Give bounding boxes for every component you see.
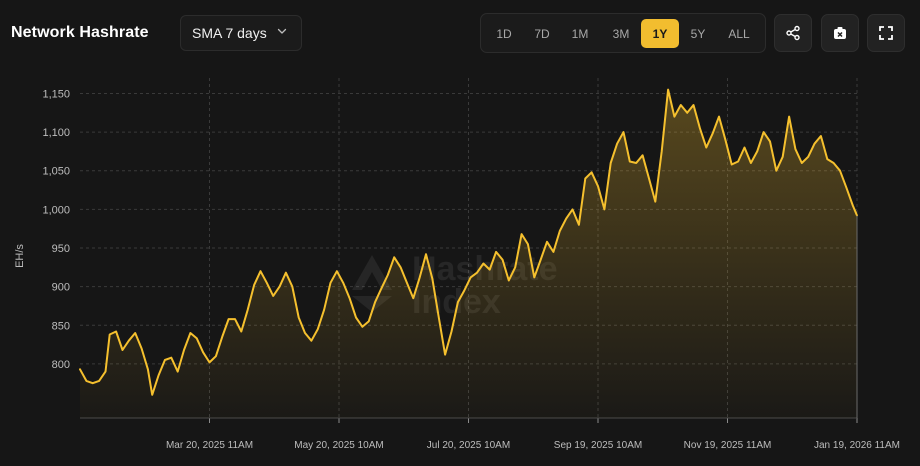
header: Network Hashrate SMA 7 days 1D 7D 1M 3M … <box>0 0 920 66</box>
y-tick-label: 1,100 <box>42 127 70 139</box>
y-tick-label: 800 <box>52 359 70 371</box>
x-tick-label: Nov 19, 2025 11AM <box>684 440 772 451</box>
screenshot-button[interactable] <box>821 14 859 52</box>
share-button[interactable] <box>774 14 812 52</box>
series-area <box>80 89 857 418</box>
range-1d[interactable]: 1D <box>496 26 512 41</box>
x-tick-label: Sep 19, 2025 10AM <box>554 440 642 451</box>
sma-select-value: SMA 7 days <box>192 25 267 41</box>
y-tick-label: 850 <box>52 320 70 332</box>
range-7d[interactable]: 7D <box>534 26 550 41</box>
series-line <box>79 88 858 396</box>
page-title: Network Hashrate <box>11 24 149 41</box>
range-3m[interactable]: 3M <box>612 26 630 41</box>
y-tick-label: 900 <box>52 282 70 294</box>
x-tick-label: Mar 20, 2025 11AM <box>166 440 253 451</box>
y-tick-label: 1,150 <box>42 88 70 100</box>
range-5y[interactable]: 5Y <box>690 26 706 41</box>
y-tick-label: 1,050 <box>42 166 70 178</box>
x-tick-label: May 20, 2025 10AM <box>294 440 384 451</box>
range-1y[interactable]: 1Y <box>641 19 679 48</box>
camera-icon <box>834 27 846 39</box>
expand-icon <box>879 26 893 40</box>
x-tick-label: Jan 19, 2026 11AM <box>814 440 900 451</box>
range-all[interactable]: ALL <box>728 26 750 41</box>
x-tick-label: Jul 20, 2025 10AM <box>427 440 510 451</box>
share-icon <box>786 25 800 41</box>
y-tick-label: 950 <box>52 243 70 255</box>
fullscreen-button[interactable] <box>867 14 905 52</box>
y-tick-label: 1,000 <box>42 204 70 216</box>
sma-select[interactable]: SMA 7 days <box>180 15 302 51</box>
range-selector: 1D 7D 1M 3M 1Y 5Y ALL <box>480 13 766 53</box>
y-axis-label: EH/s <box>14 244 26 268</box>
range-1m[interactable]: 1M <box>571 26 589 41</box>
chevron-down-icon <box>277 28 287 34</box>
